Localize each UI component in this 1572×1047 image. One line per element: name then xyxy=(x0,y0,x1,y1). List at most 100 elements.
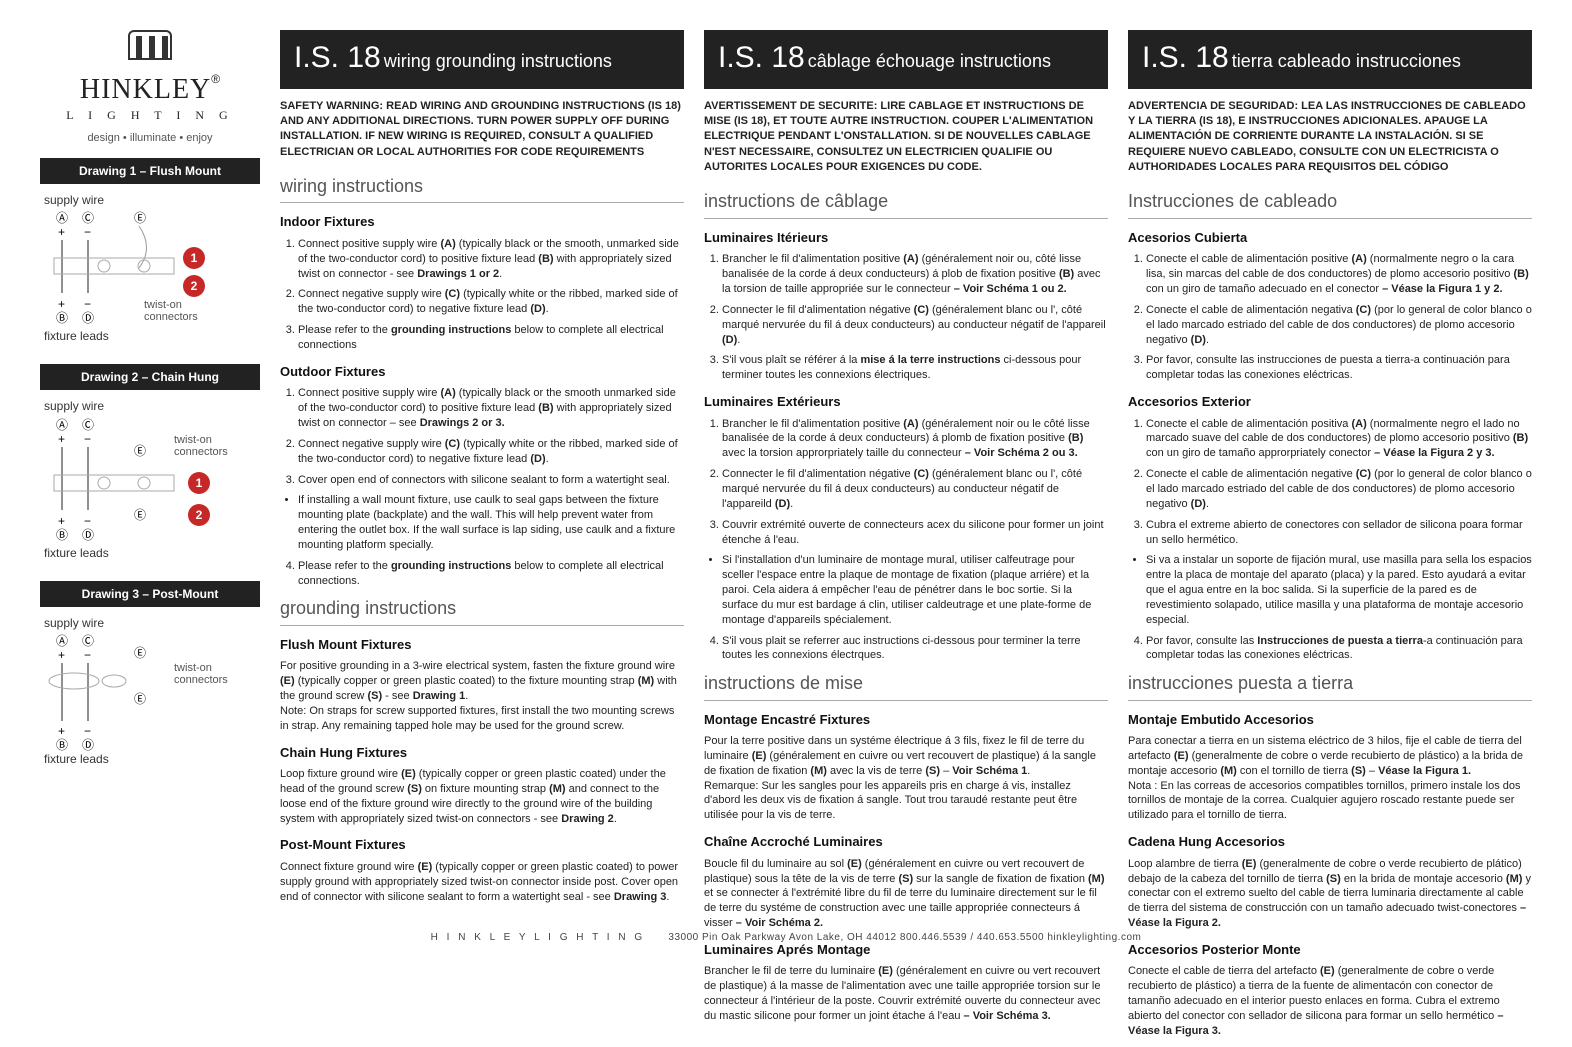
ground-title-en: grounding instructions xyxy=(280,596,684,625)
svg-text:twist-on: twist-on xyxy=(144,299,182,311)
svg-text:+: + xyxy=(58,648,65,662)
post-para-en: Connect fixture ground wire (E) (typical… xyxy=(280,860,684,905)
brand-name: HINKLEY xyxy=(80,74,211,105)
outdoor-es-5: Por favor, consulte las Instrucciones de… xyxy=(1146,634,1532,664)
drawing2-diagram: ⒶⒸ +− Ⓔ 1 2 Ⓔ +− ⒷⒹ twist-on connectors xyxy=(44,415,254,545)
outdoor-en-3: Cover open end of connectors with silico… xyxy=(298,473,684,488)
svg-text:2: 2 xyxy=(196,508,203,522)
chain-para-es: Loop alambre de tierra (E) (generalmente… xyxy=(1128,857,1532,931)
svg-text:Ⓓ: Ⓓ xyxy=(82,528,94,542)
band-en-rest: wiring grounding instructions xyxy=(384,51,612,71)
outdoor-es-1: Conecte el cable de alimentación positiv… xyxy=(1146,417,1532,462)
indoor-en-1: Connect positive supply wire (A) (typica… xyxy=(298,237,684,282)
svg-text:Ⓐ: Ⓐ xyxy=(56,634,68,648)
svg-text:Ⓓ: Ⓓ xyxy=(82,311,94,325)
flush-para-es: Para conectar a tierra en un sistema elé… xyxy=(1128,734,1532,823)
svg-text:Ⓓ: Ⓓ xyxy=(82,738,94,751)
drawing2-supply: supply wire xyxy=(44,398,256,414)
drawing3-supply: supply wire xyxy=(44,615,256,631)
svg-text:+: + xyxy=(58,297,65,311)
svg-text:+: + xyxy=(58,514,65,528)
outdoor-fr-4: Si l'installation d'un luminaire de mont… xyxy=(722,553,1108,627)
outdoor-fr-2: Connecter le fil d'alimentation négative… xyxy=(722,467,1108,512)
chain-title-en: Chain Hung Fixtures xyxy=(280,744,684,762)
wiring-title-en: wiring instructions xyxy=(280,174,684,203)
band-es-rest: tierra cableado instrucciones xyxy=(1232,51,1461,71)
outdoor-en-2: Connect negative supply wire (C) (typica… xyxy=(298,437,684,467)
drawing2-body: supply wire ⒶⒸ +− Ⓔ 1 2 Ⓔ +− ⒷⒹ twist-on… xyxy=(40,390,260,568)
col-en: I.S. 18 wiring grounding instructions SA… xyxy=(280,30,684,1047)
flush-title-en: Flush Mount Fixtures xyxy=(280,636,684,654)
drawing1-header: Drawing 1 – Flush Mount xyxy=(40,158,260,184)
wiring-title-es: Instrucciones de cableado xyxy=(1128,189,1532,218)
outdoor-list2-en: Please refer to the grounding instructio… xyxy=(280,559,684,589)
band-es: I.S. 18 tierra cableado instrucciones xyxy=(1128,30,1532,89)
svg-text:Ⓔ: Ⓔ xyxy=(134,508,146,522)
svg-text:Ⓑ: Ⓑ xyxy=(56,738,68,751)
svg-text:Ⓔ: Ⓔ xyxy=(134,646,146,660)
ground-title-es: instrucciones puesta a tierra xyxy=(1128,671,1532,700)
svg-text:Ⓔ: Ⓔ xyxy=(134,211,146,225)
band-es-big: I.S. 18 xyxy=(1142,41,1229,74)
svg-text:Ⓑ: Ⓑ xyxy=(56,311,68,325)
outdoor-title-en: Outdoor Fixtures xyxy=(280,363,684,381)
warn-es: ADVERTENCIA DE SEGURIDAD: LEA LAS INSTRU… xyxy=(1128,99,1532,176)
indoor-en-2: Connect negative supply wire (C) (typica… xyxy=(298,287,684,317)
band-fr-big: I.S. 18 xyxy=(718,41,805,74)
chain-para-en: Loop fixture ground wire (E) (typically … xyxy=(280,767,684,826)
brand-tagline: design • illuminate • enjoy xyxy=(40,131,260,146)
brand-sub: L I G H T I N G xyxy=(40,107,260,123)
svg-text:twist-on: twist-on xyxy=(174,434,212,446)
outdoor-es-2: Conecte el cable de alimentación negativ… xyxy=(1146,467,1532,512)
svg-text:Ⓒ: Ⓒ xyxy=(82,634,94,648)
svg-text:1: 1 xyxy=(196,476,203,490)
indoor-fr-2: Connecter le fil d'alimentation négative… xyxy=(722,303,1108,348)
svg-text:1: 1 xyxy=(191,251,198,265)
warn-fr: AVERTISSEMENT DE SECURITE: LIRE CABLAGE … xyxy=(704,99,1108,176)
indoor-list-es: Conecte el cable de alimentación positiv… xyxy=(1128,252,1532,383)
chain-para-fr: Boucle fil du luminaire au sol (E) (géné… xyxy=(704,857,1108,931)
footer: H I N K L E Y L I G H T I N G 33000 Pin … xyxy=(0,931,1572,945)
post-para-es: Conecte el cable de tierra del artefacto… xyxy=(1128,964,1532,1038)
drawing2-header: Drawing 2 – Chain Hung xyxy=(40,364,260,390)
flush-para-en: For positive grounding in a 3-wire elect… xyxy=(280,659,684,733)
indoor-es-1: Conecte el cable de alimentación positiv… xyxy=(1146,252,1532,297)
band-fr: I.S. 18 câblage échouage instructions xyxy=(704,30,1108,89)
svg-text:Ⓔ: Ⓔ xyxy=(134,692,146,706)
left-column: HINKLEY® L I G H T I N G design • illumi… xyxy=(40,30,260,1047)
brand-reg: ® xyxy=(211,72,220,86)
drawing3-diagram: ⒶⒸ +− Ⓔ Ⓔ +− ⒷⒹ twist-on connectors xyxy=(44,631,254,751)
drawing1-diagram: ⒶⒸⒺ +− 1 2 +− ⒷⒹ twist-on connectors xyxy=(44,208,254,328)
indoor-title-en: Indoor Fixtures xyxy=(280,213,684,231)
outdoor-en-1: Connect positive supply wire (A) (typica… xyxy=(298,386,684,431)
svg-text:Ⓑ: Ⓑ xyxy=(56,528,68,542)
indoor-fr-3: S'il vous plaît se référer á la mise á l… xyxy=(722,353,1108,383)
post-para-fr: Brancher le fil de terre du luminaire (E… xyxy=(704,964,1108,1023)
outdoor-es-4: Si va a instalar un soporte de fijación … xyxy=(1146,553,1532,627)
outdoor-list-fr: Brancher le fil d'alimentation positive … xyxy=(704,417,1108,548)
outdoor-list-en: Connect positive supply wire (A) (typica… xyxy=(280,386,684,487)
drawing3-header: Drawing 3 – Post-Mount xyxy=(40,581,260,607)
indoor-en-3: Please refer to the grounding instructio… xyxy=(298,323,684,353)
chain-title-fr: Chaîne Accroché Luminaires xyxy=(704,833,1108,851)
svg-text:connectors: connectors xyxy=(174,446,228,458)
svg-text:connectors: connectors xyxy=(174,674,228,686)
svg-text:−: − xyxy=(84,225,91,239)
col-es: I.S. 18 tierra cableado instrucciones AD… xyxy=(1128,30,1532,1047)
svg-text:+: + xyxy=(58,724,65,738)
footer-addr: 33000 Pin Oak Parkway Avon Lake, OH 4401… xyxy=(668,932,1141,943)
svg-text:−: − xyxy=(84,297,91,311)
band-en-big: I.S. 18 xyxy=(294,41,381,74)
outdoor-bul-en: If installing a wall mount fixture, use … xyxy=(280,493,684,552)
ground-title-fr: instructions de mise xyxy=(704,671,1108,700)
drawing1-body: supply wire ⒶⒸⒺ +− 1 2 +− ⒷⒹ twist-on co… xyxy=(40,184,260,352)
footer-brand: H I N K L E Y L I G H T I N G xyxy=(431,932,645,943)
wiring-title-fr: instructions de câblage xyxy=(704,189,1108,218)
svg-text:Ⓒ: Ⓒ xyxy=(82,211,94,225)
outdoor-es-3: Cubra el extreme abierto de conectores c… xyxy=(1146,518,1532,548)
drawing1-supply: supply wire xyxy=(44,192,256,208)
page: HINKLEY® L I G H T I N G design • illumi… xyxy=(40,30,1532,1047)
logo-icon xyxy=(128,30,172,60)
svg-text:2: 2 xyxy=(191,279,198,293)
outdoor-en-5: Please refer to the grounding instructio… xyxy=(298,559,684,589)
